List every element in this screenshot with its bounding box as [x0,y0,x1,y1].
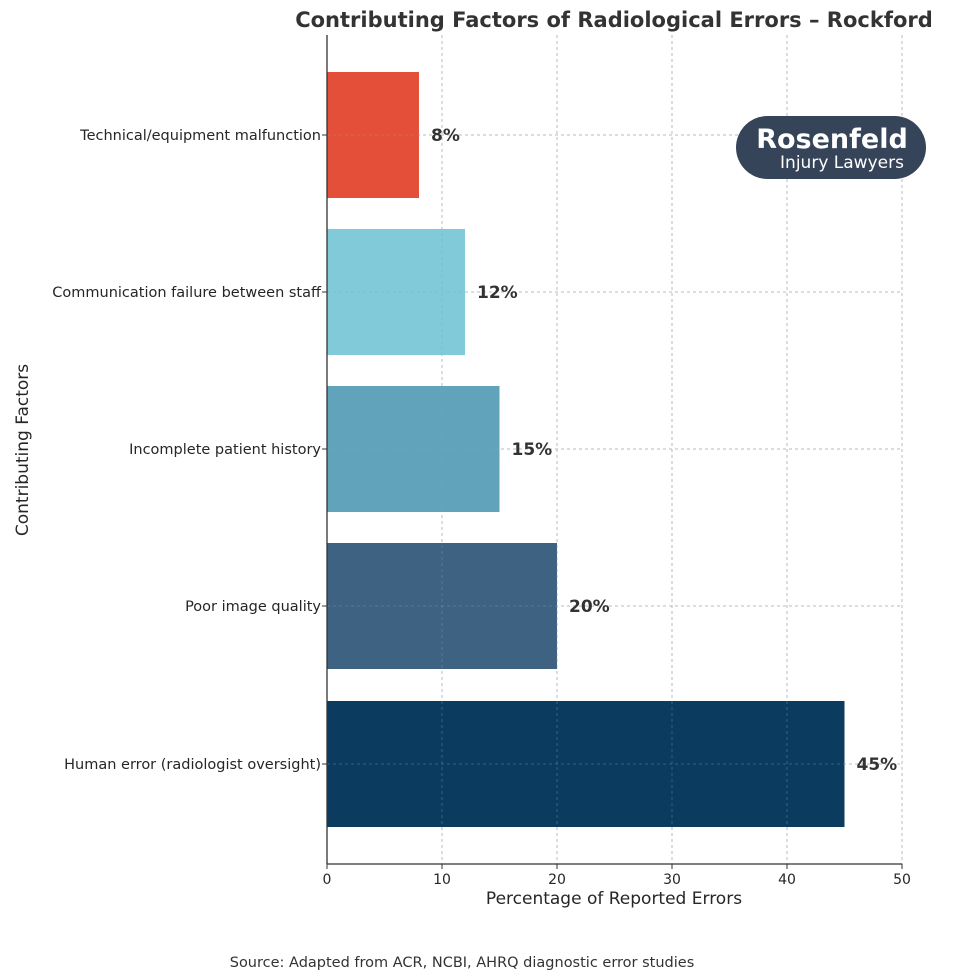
chart-title: Contributing Factors of Radiological Err… [295,8,933,32]
x-tick-label: 30 [663,872,681,888]
category-label: Human error (radiologist oversight) [64,757,321,773]
value-label: 12% [477,283,518,303]
logo-sub-text: Injury Lawyers [780,153,904,173]
category-label: Poor image quality [185,599,321,615]
category-label: Incomplete patient history [129,442,321,458]
logo-main-text: Rosenfeld [756,124,908,155]
rosenfeld-logo: Rosenfeld Injury Lawyers [736,116,926,179]
bar [327,72,419,198]
y-axis-label: Contributing Factors [13,364,33,536]
value-label: 8% [431,126,460,146]
category-label: Communication failure between staff [52,285,322,301]
value-label: 15% [512,440,553,460]
y-axis-categories: Technical/equipment malfunction Communica… [52,128,327,773]
x-axis-ticks: 0 10 20 30 40 50 [323,864,911,888]
value-labels: 8% 12% 15% 20% 45% [431,126,897,775]
logo-badge [736,116,926,179]
bar [327,229,465,355]
x-tick-label: 40 [778,872,796,888]
x-tick-label: 10 [433,872,451,888]
value-label: 45% [857,755,898,775]
x-tick-label: 20 [548,872,566,888]
category-label: Technical/equipment malfunction [79,128,321,144]
source-note: Source: Adapted from ACR, NCBI, AHRQ dia… [230,955,695,971]
x-tick-label: 0 [323,872,332,888]
bar [327,386,500,512]
bars [327,72,845,827]
bar [327,543,557,669]
value-label: 20% [569,597,610,617]
bar [327,701,845,827]
x-tick-label: 50 [893,872,911,888]
x-axis-label: Percentage of Reported Errors [486,889,742,909]
